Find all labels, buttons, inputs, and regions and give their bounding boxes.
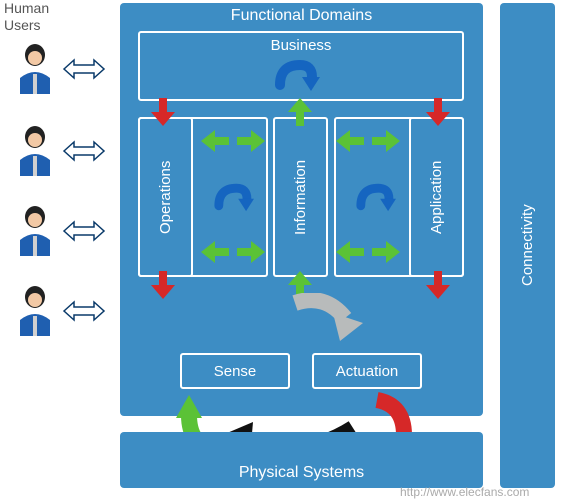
curved-arrow-icon bbox=[285, 293, 365, 353]
connectivity-label: Connectivity bbox=[500, 3, 555, 488]
arrow-right-icon bbox=[237, 130, 265, 152]
physical-systems-panel: Physical Systems bbox=[120, 432, 483, 488]
information-label: Information bbox=[292, 159, 309, 234]
arrow-left-icon bbox=[336, 130, 364, 152]
functional-domains-title: Functional Domains bbox=[120, 7, 483, 25]
arrow-right-icon bbox=[372, 241, 400, 263]
double-arrow-icon bbox=[62, 219, 106, 243]
person-icon bbox=[16, 206, 54, 256]
person-icon bbox=[16, 286, 54, 336]
arrow-left-icon bbox=[336, 241, 364, 263]
business-label: Business bbox=[271, 37, 332, 54]
sense-label: Sense bbox=[214, 363, 257, 380]
double-arrow-icon bbox=[62, 57, 106, 81]
arrow-down-icon bbox=[426, 98, 450, 126]
connectivity-panel: Connectivity bbox=[500, 3, 555, 488]
information-box: Information bbox=[273, 117, 328, 277]
arrow-left-icon bbox=[201, 130, 229, 152]
arrow-right-icon bbox=[237, 241, 265, 263]
person-icon bbox=[16, 44, 54, 94]
arrow-down-icon bbox=[151, 271, 175, 299]
curved-arrow-icon bbox=[270, 55, 320, 95]
double-arrow-icon bbox=[62, 299, 106, 323]
double-arrow-icon bbox=[62, 139, 106, 163]
physical-systems-label: Physical Systems bbox=[120, 464, 483, 482]
diagram-canvas: Human Users Connectivity bbox=[0, 0, 565, 503]
arrow-up-icon bbox=[288, 98, 312, 126]
arrow-left-icon bbox=[201, 241, 229, 263]
arrow-down-icon bbox=[426, 271, 450, 299]
actuation-label: Actuation bbox=[336, 363, 399, 380]
human-users-label: Human Users bbox=[4, 0, 49, 34]
actuation-box: Actuation bbox=[312, 353, 422, 389]
arrow-down-icon bbox=[151, 98, 175, 126]
watermark-text: http://www.elecfans.com bbox=[400, 485, 529, 499]
arrow-right-icon bbox=[372, 130, 400, 152]
person-icon bbox=[16, 126, 54, 176]
sense-box: Sense bbox=[180, 353, 290, 389]
functional-domains-panel: Functional Domains Business Operations I… bbox=[120, 3, 483, 416]
